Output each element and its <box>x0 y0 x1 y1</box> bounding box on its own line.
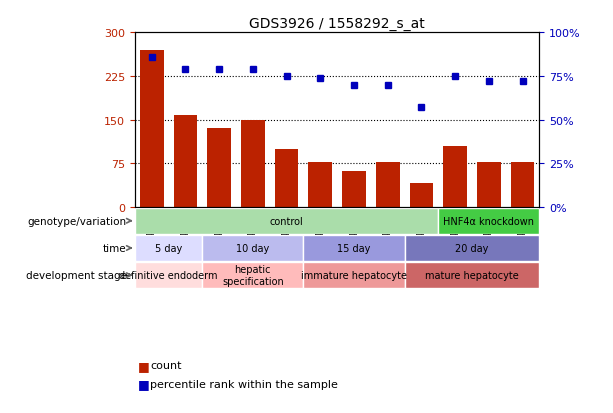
Text: HNF4α knockdown: HNF4α knockdown <box>443 216 535 226</box>
Text: hepatic
specification: hepatic specification <box>222 265 284 286</box>
Bar <box>202 263 303 289</box>
Text: mature hepatocyte: mature hepatocyte <box>425 271 519 280</box>
Text: immature hepatocyte: immature hepatocyte <box>301 271 407 280</box>
Bar <box>342 171 366 208</box>
Bar <box>135 263 202 289</box>
Bar <box>308 162 332 208</box>
Bar <box>241 120 265 208</box>
Text: 15 day: 15 day <box>337 243 371 253</box>
Bar <box>376 162 400 208</box>
Bar <box>207 129 231 208</box>
Bar <box>135 235 202 261</box>
Text: time: time <box>103 243 127 253</box>
Bar <box>409 183 433 208</box>
Bar <box>438 208 539 234</box>
Bar <box>303 235 405 261</box>
Title: GDS3926 / 1558292_s_at: GDS3926 / 1558292_s_at <box>249 17 425 31</box>
Text: 5 day: 5 day <box>155 243 182 253</box>
Text: development stage: development stage <box>26 271 127 280</box>
Text: ■: ■ <box>138 359 150 372</box>
Bar <box>202 235 303 261</box>
Bar <box>275 150 299 208</box>
Bar <box>173 116 197 208</box>
Text: definitive endoderm: definitive endoderm <box>120 271 218 280</box>
Bar <box>135 208 438 234</box>
Text: percentile rank within the sample: percentile rank within the sample <box>150 379 338 389</box>
Bar <box>303 263 405 289</box>
Text: control: control <box>270 216 303 226</box>
Bar <box>511 162 535 208</box>
Bar <box>140 50 164 208</box>
Text: ■: ■ <box>138 377 150 391</box>
Text: 10 day: 10 day <box>236 243 270 253</box>
Bar <box>443 147 467 208</box>
Text: genotype/variation: genotype/variation <box>28 216 127 226</box>
Bar <box>405 235 539 261</box>
Bar <box>477 162 501 208</box>
Text: 20 day: 20 day <box>455 243 489 253</box>
Bar <box>405 263 539 289</box>
Text: count: count <box>150 361 181 370</box>
